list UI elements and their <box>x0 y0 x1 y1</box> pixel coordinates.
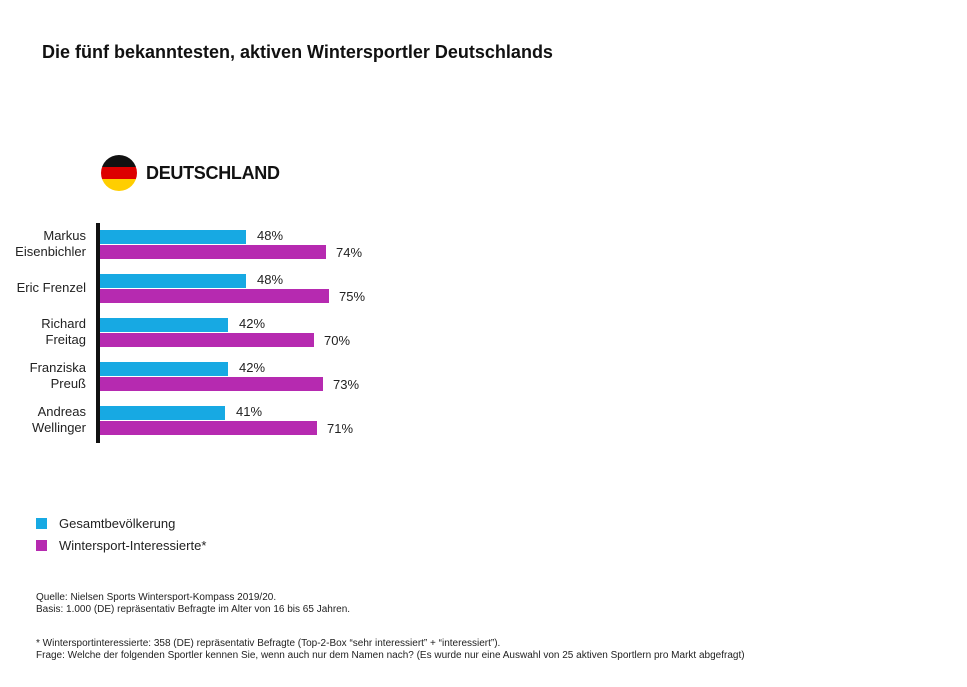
flag-stripe-black <box>101 155 137 167</box>
legend-item-wintersport: Wintersport-Interessierte* <box>36 534 206 556</box>
bar-wintersport <box>100 377 323 391</box>
category-label: Markus Eisenbichler <box>0 228 86 260</box>
data-label: 74% <box>336 245 363 260</box>
category-label-line: Andreas <box>37 404 86 419</box>
category-label-line: Freitag <box>45 332 86 347</box>
data-label: 75% <box>339 289 366 304</box>
chart-title: Die fünf bekanntesten, aktiven Winterspo… <box>42 42 553 62</box>
bar-gesamt <box>100 274 246 288</box>
source-block: Quelle: Nielsen Sports Wintersport-Kompa… <box>36 592 350 616</box>
chart-axis-line <box>96 223 100 443</box>
data-label: 71% <box>327 421 354 436</box>
source-text: Quelle: Nielsen Sports Wintersport-Kompa… <box>36 592 277 603</box>
bar-gesamt <box>100 406 225 420</box>
flag-stripe-gold <box>101 179 137 191</box>
germany-flag-icon <box>101 155 137 191</box>
bar-gesamt <box>100 362 228 376</box>
category-label-line: Richard <box>41 316 86 331</box>
bar-wintersport <box>100 333 314 347</box>
legend-label-gesamt: Gesamtbevölkerung <box>59 515 176 531</box>
category-label-line: Franziska <box>29 360 86 375</box>
data-label: 42% <box>239 316 266 331</box>
data-label: 41% <box>236 404 263 419</box>
category-label: Andreas Wellinger <box>0 404 86 436</box>
data-label: 48% <box>257 272 284 287</box>
bar-wintersport <box>100 245 326 259</box>
category-label-line: Eric Frenzel <box>16 280 86 295</box>
legend-swatch-wintersport <box>36 539 47 551</box>
category-label-line: Preuß <box>50 376 86 391</box>
bar-wintersport <box>100 289 329 303</box>
category-label-line: Eisenbichler <box>15 244 86 259</box>
basis-text: Basis: 1.000 (DE) repräsentativ Befragte… <box>36 604 351 615</box>
legend-item-gesamt: Gesamtbevölkerung <box>36 512 206 534</box>
flag-stripe-red <box>101 167 137 179</box>
legend-label-wintersport: Wintersport-Interessierte* <box>59 537 207 553</box>
data-label: 42% <box>239 360 266 375</box>
data-label: 48% <box>257 228 284 243</box>
category-label: Franziska Preuß <box>0 360 86 392</box>
country-label: DEUTSCHLAND <box>146 163 280 183</box>
data-label: 70% <box>324 333 351 348</box>
question-text: Frage: Welche der folgenden Sportler ken… <box>36 650 745 661</box>
bar-gesamt <box>100 230 246 244</box>
category-label: Richard Freitag <box>0 316 86 348</box>
category-label-line: Wellinger <box>32 420 86 435</box>
data-label: 73% <box>333 377 360 392</box>
note-block: * Wintersportinteressierte: 358 (DE) rep… <box>36 638 745 662</box>
legend-swatch-gesamt <box>36 517 47 529</box>
bar-gesamt <box>100 318 228 332</box>
chart-legend: Gesamtbevölkerung Wintersport-Interessie… <box>36 512 206 556</box>
footnote-text: * Wintersportinteressierte: 358 (DE) rep… <box>36 638 501 649</box>
bar-wintersport <box>100 421 317 435</box>
category-label: Eric Frenzel <box>0 280 86 296</box>
category-label-line: Markus <box>43 228 86 243</box>
